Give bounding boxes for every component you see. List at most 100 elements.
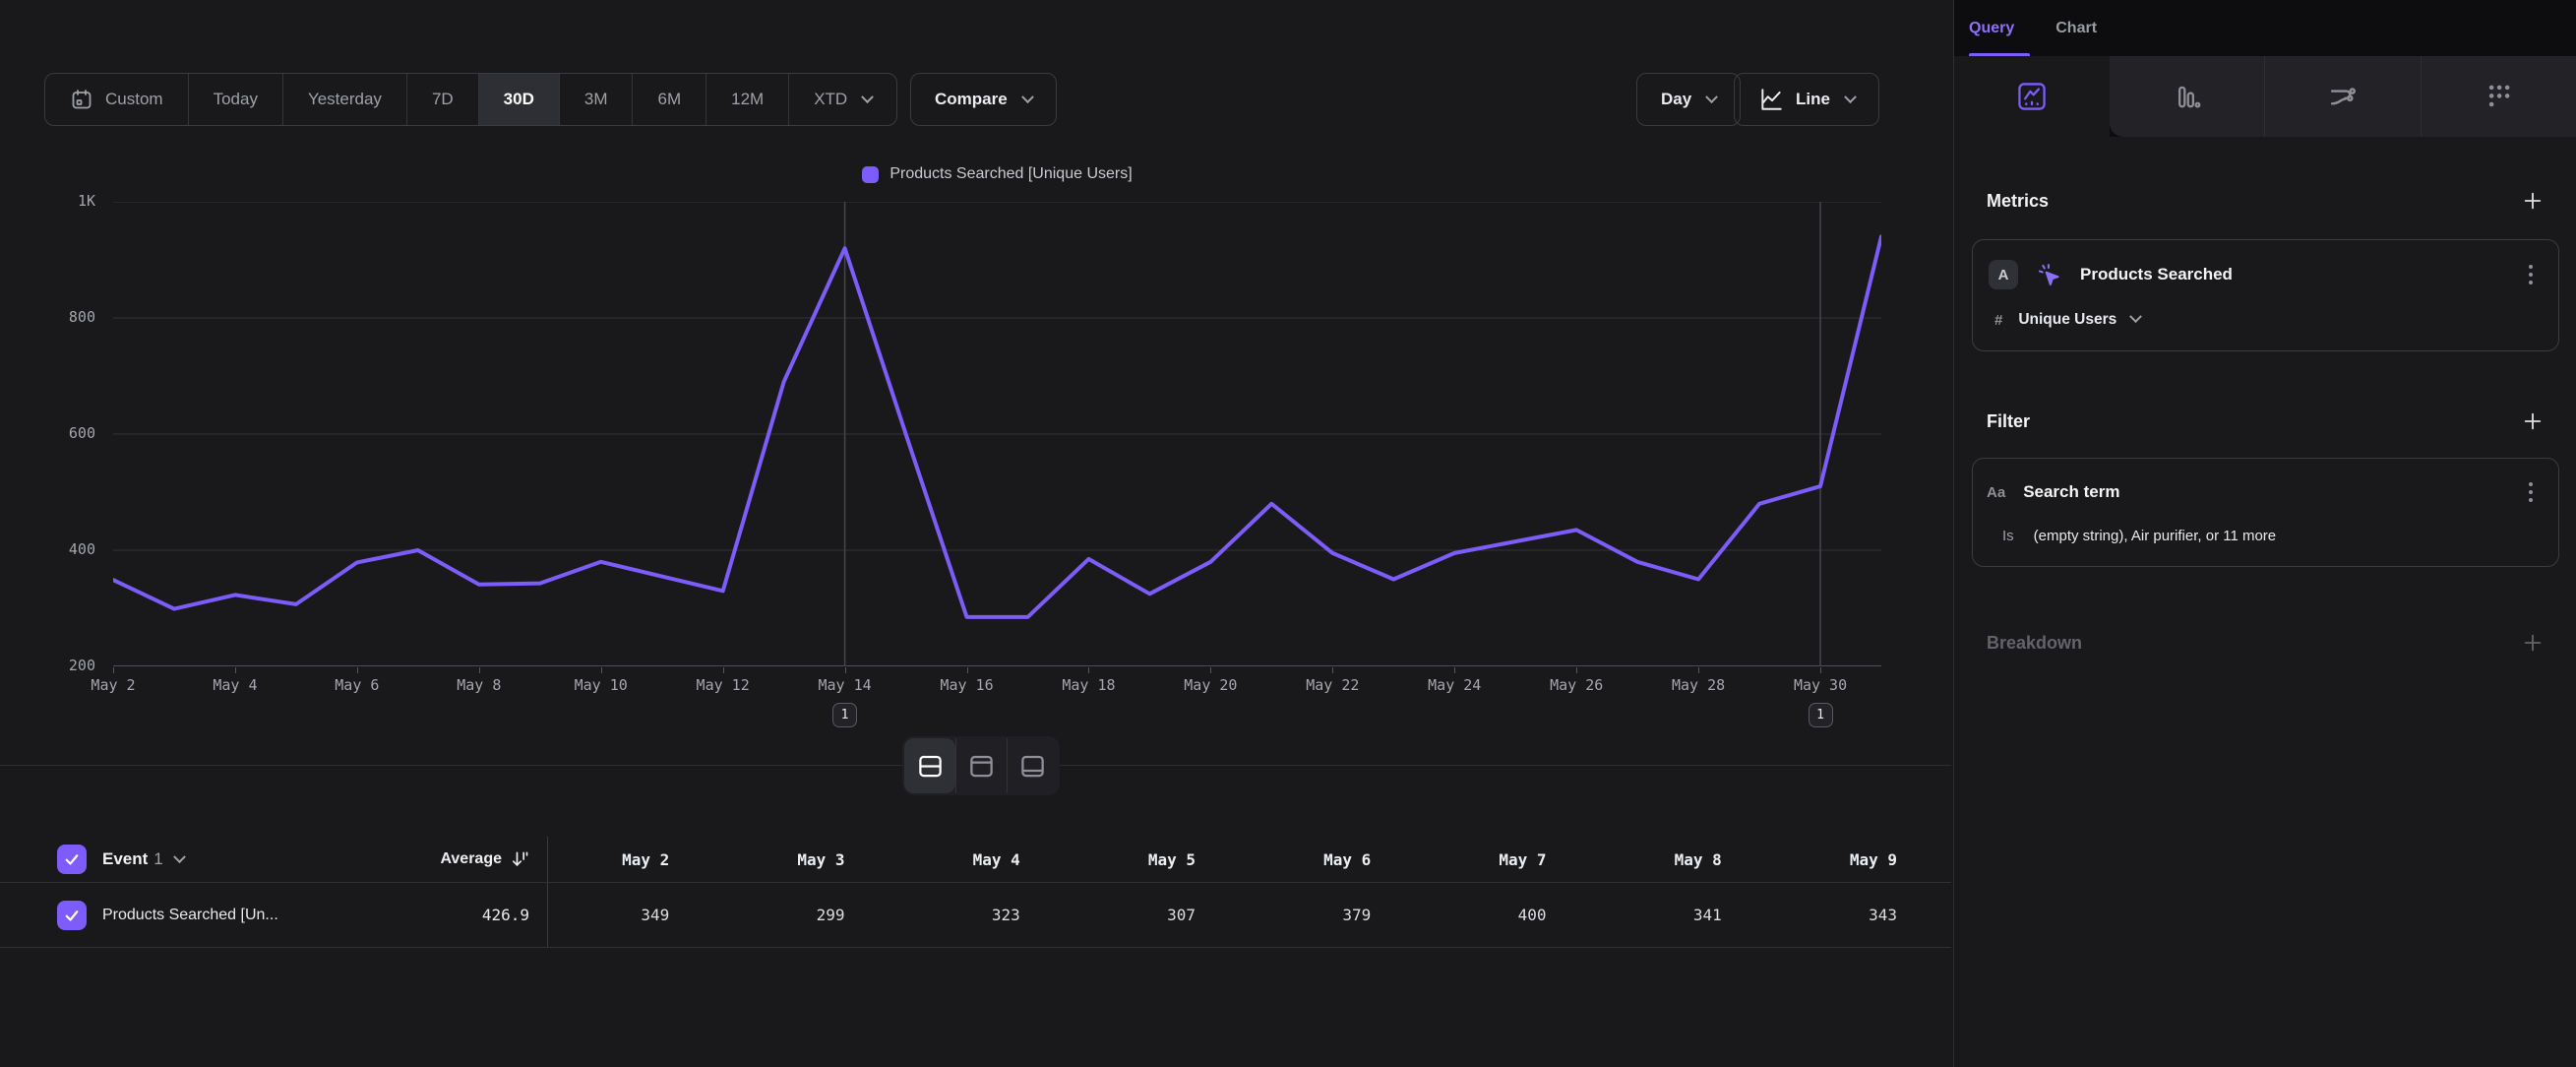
x-axis-tick-mark [357,667,358,673]
granularity-dropdown[interactable]: Day [1636,73,1741,126]
date-column-header[interactable]: May 3 [723,850,898,869]
chart-type-dropdown[interactable]: Line [1734,73,1879,126]
flows-icon [2326,80,2360,113]
sort-descending-icon[interactable] [510,849,529,869]
date-column-header[interactable]: May 4 [899,850,1074,869]
layout-toggle-group [902,736,1060,795]
metric-letter-badge: A [1989,260,2018,289]
date-range-custom[interactable]: Custom [45,74,188,125]
aggregation-dropdown[interactable]: Unique Users [2018,311,2139,329]
cell-value: 349 [548,906,723,924]
x-axis-tick-mark [1820,667,1821,673]
metric-options-menu[interactable] [2525,261,2537,288]
filter-operator[interactable]: Is [2002,528,2014,544]
filter-property-name[interactable]: Search term [2023,482,2507,502]
date-column-header[interactable]: May 5 [1074,850,1250,869]
filter-options-menu[interactable] [2525,478,2537,506]
layout-chart-view-button[interactable] [955,738,1007,793]
line-chart-plot[interactable] [113,202,1881,666]
chevron-down-icon [1844,91,1857,103]
row-average-value: 426.9 [482,906,529,924]
date-range-6m[interactable]: 6M [632,74,705,125]
sidebar-tab-bar: Query Chart [1954,0,2576,56]
event-count: 1 [153,849,162,868]
table-data-row[interactable]: Products Searched [Un... 426.9 349299323… [0,883,1951,948]
date-range-xtd[interactable]: XTD [788,74,896,125]
filter-value[interactable]: (empty string), Air purifier, or 11 more [2034,528,2276,544]
funnels-report-tab[interactable] [2110,56,2265,137]
select-all-checkbox[interactable] [57,845,87,874]
chevron-down-icon [1021,91,1034,103]
insights-icon [2016,81,2048,112]
x-axis-tick-label: May 22 [1285,676,1380,694]
event-column-header[interactable]: Event1 [102,849,163,869]
x-axis-tick-label: May 6 [310,676,404,694]
x-axis-tick-label: May 28 [1651,676,1746,694]
x-axis-tick-mark [1088,667,1089,673]
chevron-down-icon[interactable] [173,850,186,863]
metric-name[interactable]: Products Searched [2080,265,2507,284]
granularity-label: Day [1661,90,1691,109]
x-axis-tick-mark [845,667,846,673]
metric-card[interactable]: A Products Searched # Unique Users [1972,239,2559,351]
x-axis-tick-mark [723,667,724,673]
date-column-header[interactable]: May 6 [1250,850,1425,869]
x-axis-tick-label: May 16 [920,676,1014,694]
text-property-icon: Aa [1987,484,2005,501]
query-sidebar: Query Chart [1953,0,2576,1067]
row-series-name: Products Searched [Un... [102,907,278,924]
row-checkbox[interactable] [57,901,87,930]
date-range-3m[interactable]: 3M [559,74,633,125]
y-axis-tick-label: 1K [25,192,95,210]
y-axis-tick-label: 400 [25,540,95,558]
x-axis-tick-label: May 20 [1163,676,1257,694]
x-axis-tick-mark [235,667,236,673]
x-axis-tick-label: May 12 [676,676,770,694]
filter-card[interactable]: Aa Search term Is (empty string), Air pu… [1972,458,2559,567]
date-column-header[interactable]: May 2 [548,850,723,869]
table-header-row: Event1 Average May 2May 3May 4May 5May 6… [0,837,1951,883]
breakdown-section-header: Breakdown [1954,632,2576,654]
x-axis-tick-label: May 14 [798,676,892,694]
breakdown-heading: Breakdown [1987,633,2082,654]
filter-section-header: Filter [1954,410,2576,432]
date-range-30d[interactable]: 30D [478,74,559,125]
y-axis-tick-label: 800 [25,308,95,326]
add-metric-button[interactable] [2522,190,2544,212]
annotation-badge[interactable]: 1 [832,703,857,727]
number-sign-icon: # [1994,312,2002,329]
y-axis-tick-label: 600 [25,424,95,442]
compare-button[interactable]: Compare [910,73,1057,126]
x-axis-tick-label: May 24 [1407,676,1502,694]
add-filter-button[interactable] [2522,410,2544,432]
insights-report-tab[interactable] [1954,56,2110,137]
date-column-header[interactable]: May 7 [1425,850,1600,869]
date-range-7d[interactable]: 7D [406,74,478,125]
layout-split-view-button[interactable] [904,738,955,793]
more-reports-tab[interactable] [2421,56,2576,137]
date-range-12m[interactable]: 12M [705,74,788,125]
line-chart-icon [1758,87,1784,112]
flows-report-tab[interactable] [2264,56,2421,137]
layout-table-view-button[interactable] [1007,738,1058,793]
date-range-today[interactable]: Today [188,74,282,125]
date-column-header[interactable]: May 9 [1776,850,1951,869]
chart-toolbar: CustomTodayYesterday7D30D3M6M12MXTD Comp… [0,0,1951,148]
tab-chart[interactable]: Chart [2055,20,2097,37]
average-column-header[interactable]: Average [440,850,502,868]
cell-value: 341 [1601,906,1776,924]
x-axis-tick-label: May 30 [1773,676,1868,694]
x-axis-tick-label: May 10 [554,676,648,694]
annotation-badge[interactable]: 1 [1809,703,1833,727]
date-column-header[interactable]: May 8 [1601,850,1776,869]
more-charts-icon [2483,81,2514,112]
x-axis-tick-mark [967,667,968,673]
x-axis-tick-mark [113,667,114,673]
event-cursor-icon [2036,262,2062,288]
chart-type-label: Line [1796,90,1830,109]
date-range-segmented-control: CustomTodayYesterday7D30D3M6M12MXTD [44,73,897,126]
add-breakdown-button[interactable] [2522,632,2544,654]
x-axis-tick-label: May 26 [1529,676,1624,694]
date-range-yesterday[interactable]: Yesterday [282,74,406,125]
tab-query[interactable]: Query [1969,20,2014,37]
